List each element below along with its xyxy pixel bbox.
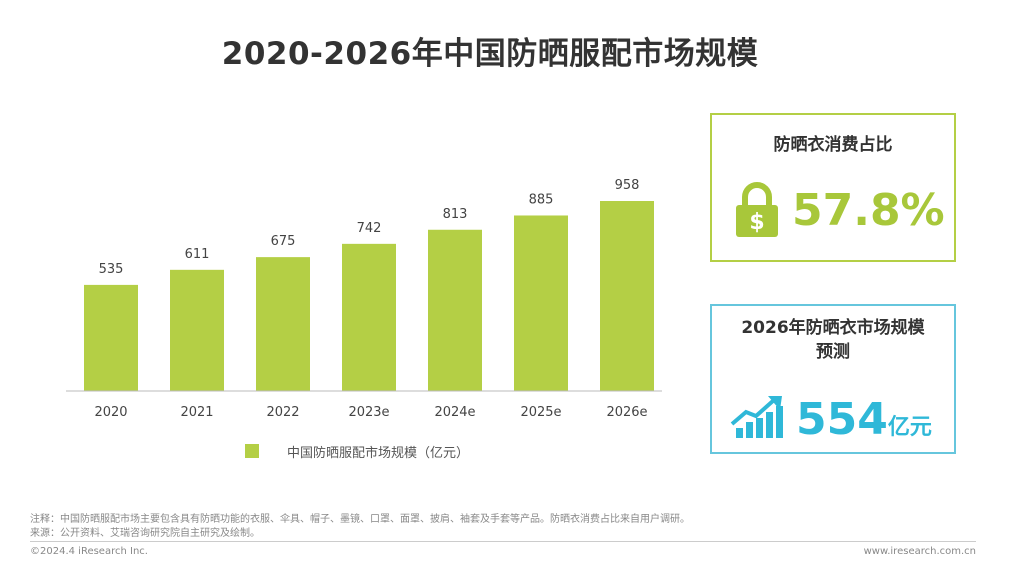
- share-value: 57.8%: [792, 185, 945, 236]
- forecast-number: 554: [796, 394, 888, 445]
- data-label-2020: 535: [99, 262, 124, 277]
- bar-2025e: [514, 215, 568, 391]
- data-label-2024e: 813: [443, 207, 468, 222]
- notes-line: 注释：中国防晒服配市场主要包含具有防晒功能的衣服、伞具、帽子、墨镜、口罩、面罩、…: [30, 514, 690, 525]
- tick-label-2022: 2022: [266, 405, 299, 420]
- data-label-2025e: 885: [529, 192, 554, 207]
- consumption-share-card: 防晒衣消费占比 $ 57.8%: [710, 113, 956, 262]
- lock-dollar-icon: $: [736, 182, 778, 237]
- bar-2023e: [342, 243, 396, 391]
- tick-label-2020: 2020: [94, 405, 127, 420]
- forecast-card-title: 2026年防晒衣市场规模 预测: [712, 316, 954, 364]
- bar-2026e: [600, 201, 654, 391]
- bar-2022: [256, 257, 310, 391]
- tick-label-2023e: 2023e: [348, 405, 389, 420]
- bar-2021: [170, 269, 224, 391]
- growth-chart-icon: [730, 396, 783, 438]
- forecast-card: 2026年防晒衣市场规模 预测 554亿元: [710, 304, 956, 454]
- forecast-value: 554亿元: [796, 396, 932, 453]
- tick-label-2021: 2021: [180, 405, 213, 420]
- data-label-2023e: 742: [357, 221, 382, 236]
- source-line: 来源：公开资料、艾瑞咨询研究院自主研究及绘制。: [30, 528, 260, 539]
- copyright: ©2024.4 iResearch Inc.: [30, 546, 148, 557]
- forecast-title-line1: 2026年防晒衣市场规模: [741, 318, 925, 338]
- tick-label-2024e: 2024e: [434, 405, 475, 420]
- tick-labels: 2020 2021 2022 2023e 2024e 2025e 2026e: [94, 405, 647, 420]
- bar-2024e: [428, 229, 482, 391]
- bar-2020: [84, 284, 138, 391]
- legend: 中国防晒服配市场规模（亿元）: [245, 442, 470, 461]
- svg-text:$: $: [749, 210, 764, 235]
- data-label-2021: 611: [185, 247, 210, 262]
- data-label-2022: 675: [271, 234, 296, 249]
- footer-divider: [30, 541, 976, 542]
- website-link[interactable]: www.iresearch.com.cn: [863, 546, 976, 557]
- forecast-unit: 亿元: [887, 415, 932, 440]
- notes: 注释：中国防晒服配市场主要包含具有防晒功能的衣服、伞具、帽子、墨镜、口罩、面罩、…: [30, 513, 690, 541]
- forecast-title-line2: 预测: [816, 342, 850, 362]
- tick-label-2025e: 2025e: [520, 405, 561, 420]
- page-title: 2020-2026年中国防晒服配市场规模: [221, 36, 759, 72]
- bars-layer: 535 611 675 742 813 885 958: [84, 178, 654, 391]
- data-label-2026e: 958: [615, 178, 640, 193]
- legend-label: 中国防晒服配市场规模（亿元）: [287, 445, 470, 461]
- share-card-title: 防晒衣消费占比: [773, 135, 893, 155]
- tick-label-2026e: 2026e: [606, 405, 647, 420]
- legend-swatch: [245, 444, 259, 458]
